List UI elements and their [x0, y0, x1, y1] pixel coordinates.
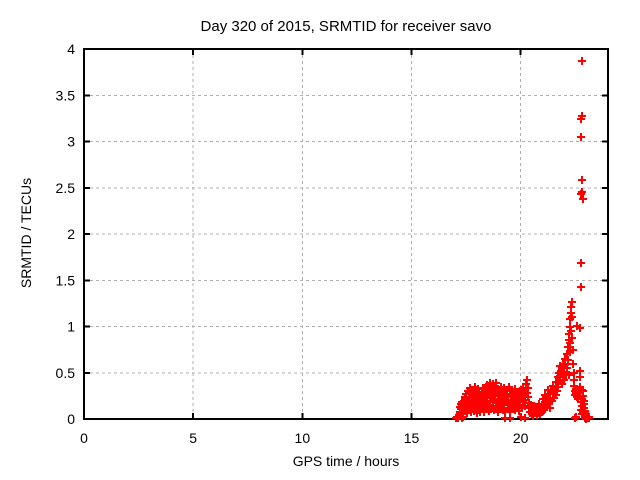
svg-text:3.5: 3.5: [56, 87, 76, 103]
data-points: [452, 57, 593, 423]
gridlines: [84, 49, 608, 419]
x-axis-title: GPS time / hours: [292, 453, 400, 469]
svg-text:4: 4: [67, 41, 75, 57]
axis-ticks: [83, 48, 608, 420]
svg-text:10: 10: [295, 430, 311, 446]
svg-text:2.5: 2.5: [56, 180, 76, 196]
svg-text:1: 1: [67, 319, 75, 335]
tick-labels: 0 5 10 15 20 0 0.5 1 1.5 2 2.5 3 3.5 4: [56, 41, 529, 446]
svg-text:0.5: 0.5: [56, 365, 76, 381]
svg-text:2: 2: [67, 226, 75, 242]
chart-title: Day 320 of 2015, SRMTID for receiver sav…: [200, 18, 492, 35]
svg-text:0: 0: [67, 411, 75, 427]
svg-text:5: 5: [189, 430, 197, 446]
svg-text:1.5: 1.5: [56, 272, 76, 288]
svg-text:3: 3: [67, 134, 75, 150]
svg-text:0: 0: [80, 430, 88, 446]
svg-text:20: 20: [513, 430, 529, 446]
svg-text:15: 15: [404, 430, 420, 446]
